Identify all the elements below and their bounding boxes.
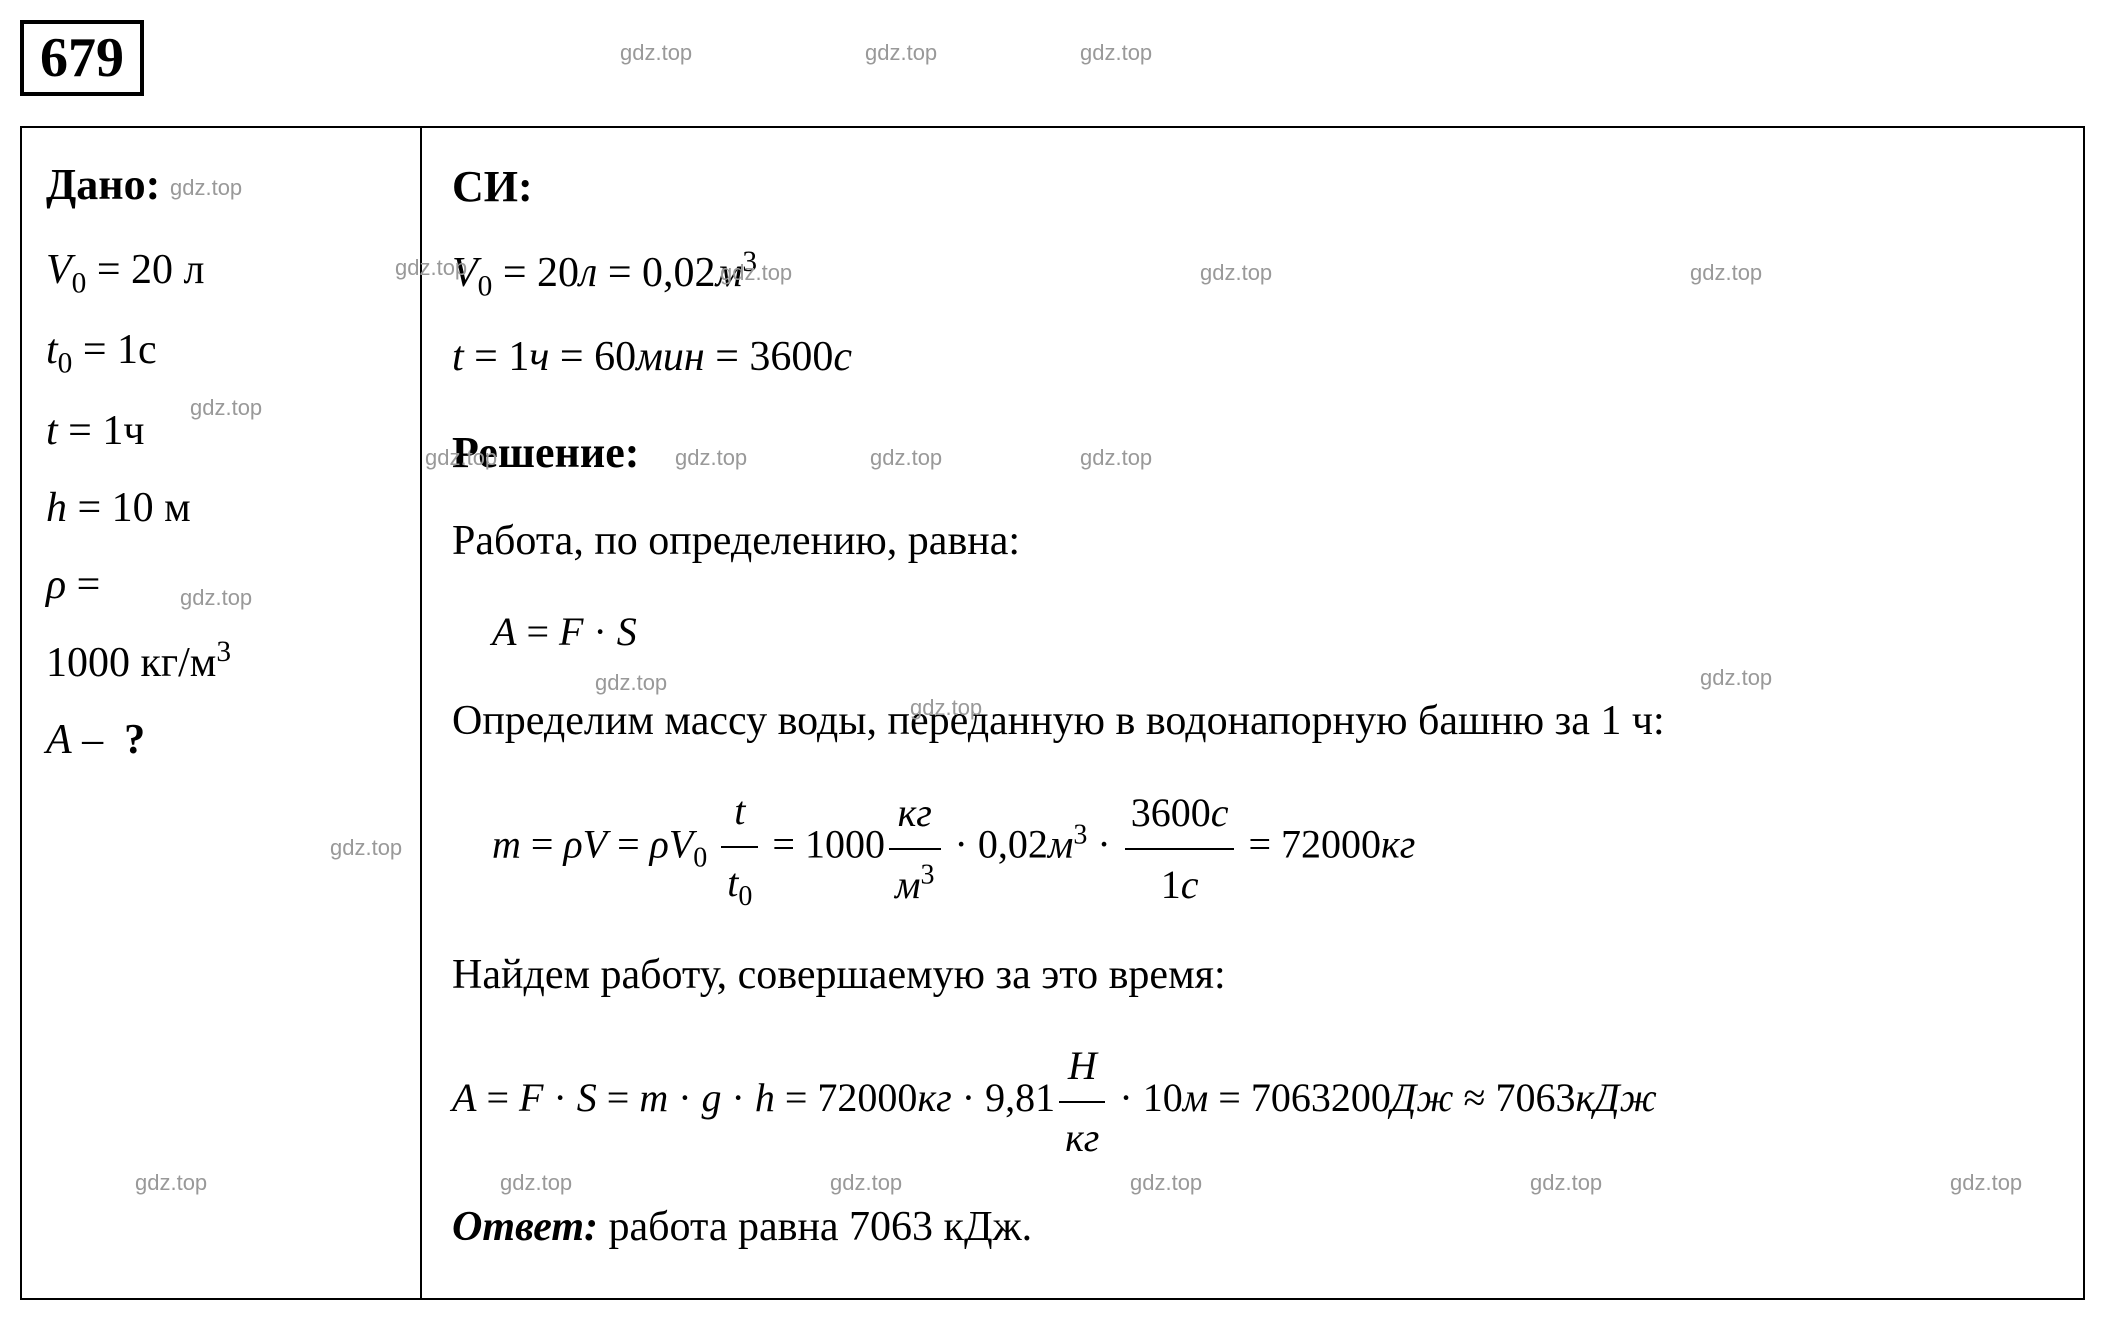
equation: A = F · S = m · g · h = 72000кг · 9,81Нк… — [452, 1031, 2053, 1173]
solution-table: Дано: V0 = 20 л t0 = 1с t = 1ч h = 10 м … — [20, 126, 2085, 1300]
problem-number-box: 679 — [20, 20, 144, 96]
si-line: t = 1ч = 60мин = 3600с — [452, 321, 2053, 395]
solution-text: Работа, по определению, равна: — [452, 505, 2053, 579]
solution-heading: Решение: — [452, 414, 2053, 491]
given-line: ρ = — [46, 550, 396, 621]
solution-text: Определим массу воды, переданную в водон… — [452, 685, 2053, 759]
solution-column: СИ: V0 = 20л = 0,02м3 t = 1ч = 60мин = 3… — [422, 128, 2083, 1298]
given-heading: Дано: — [46, 148, 396, 223]
si-line: V0 = 20л = 0,02м3 — [452, 237, 2053, 313]
equation: m = ρV = ρV0 tt0 = 1000кгм3 · 0,02м3 · 3… — [492, 776, 2053, 921]
given-line: t = 1ч — [46, 396, 396, 467]
solution-text: Найдем работу, совершаемую за это время: — [452, 939, 2053, 1013]
given-column: Дано: V0 = 20 л t0 = 1с t = 1ч h = 10 м … — [22, 128, 422, 1298]
watermark-text: gdz.top — [865, 40, 937, 66]
given-line: t0 = 1с — [46, 315, 396, 389]
given-line: V0 = 20 л — [46, 235, 396, 309]
problem-number: 679 — [40, 27, 124, 89]
answer-line: Ответ: работа равна 7063 кДж. — [452, 1191, 2053, 1265]
si-heading: СИ: — [452, 148, 2053, 225]
given-line: A – ? — [46, 705, 396, 776]
answer-text: работа равна 7063 кДж. — [598, 1204, 1032, 1250]
given-line: h = 10 м — [46, 473, 396, 544]
watermark-text: gdz.top — [620, 40, 692, 66]
given-line: 1000 кг/м3 — [46, 628, 396, 699]
equation: A = F · S — [492, 597, 2053, 667]
answer-label: Ответ: — [452, 1204, 598, 1250]
watermark-text: gdz.top — [1080, 40, 1152, 66]
